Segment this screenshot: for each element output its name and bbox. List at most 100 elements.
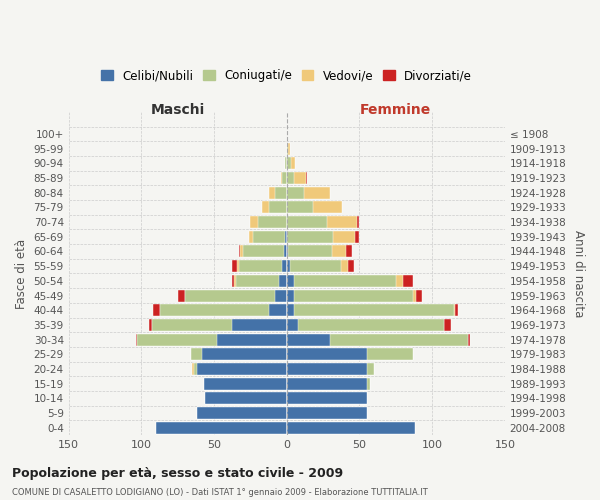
Bar: [153, 304, 287, 316]
Bar: [287, 172, 305, 184]
Bar: [287, 407, 367, 419]
Bar: [160, 304, 287, 316]
Bar: [149, 319, 287, 331]
Bar: [287, 319, 444, 331]
Bar: [287, 392, 367, 404]
Bar: [280, 275, 287, 287]
Bar: [287, 290, 294, 302]
Bar: [269, 304, 287, 316]
Bar: [197, 407, 287, 419]
Bar: [287, 378, 367, 390]
Bar: [253, 230, 287, 243]
Bar: [269, 186, 287, 198]
Bar: [262, 202, 287, 213]
Bar: [243, 246, 287, 258]
Bar: [287, 216, 356, 228]
Bar: [269, 202, 287, 213]
Bar: [281, 172, 287, 184]
Bar: [287, 142, 290, 154]
Bar: [156, 422, 287, 434]
Bar: [204, 378, 287, 390]
Bar: [287, 260, 290, 272]
Bar: [185, 290, 287, 302]
Bar: [287, 202, 342, 213]
Y-axis label: Fasce di età: Fasce di età: [15, 238, 28, 308]
Bar: [202, 348, 287, 360]
Bar: [240, 246, 287, 258]
Bar: [287, 186, 331, 198]
Bar: [217, 334, 287, 345]
Bar: [185, 290, 287, 302]
Bar: [238, 260, 287, 272]
Bar: [178, 290, 287, 302]
Bar: [287, 186, 331, 198]
Bar: [287, 290, 413, 302]
Bar: [197, 363, 287, 375]
Bar: [285, 158, 287, 170]
Bar: [287, 304, 454, 316]
Bar: [287, 142, 288, 154]
Legend: Celibi/Nubili, Coniugati/e, Vedovi/e, Divorziati/e: Celibi/Nubili, Coniugati/e, Vedovi/e, Di…: [101, 70, 472, 82]
Bar: [287, 158, 295, 170]
Bar: [137, 334, 287, 345]
Bar: [287, 158, 291, 170]
Bar: [287, 260, 348, 272]
Bar: [191, 348, 287, 360]
Bar: [204, 378, 287, 390]
Bar: [275, 290, 287, 302]
Bar: [197, 407, 287, 419]
Bar: [239, 246, 287, 258]
Y-axis label: Anni di nascita: Anni di nascita: [572, 230, 585, 317]
Bar: [249, 230, 287, 243]
Bar: [287, 290, 422, 302]
Bar: [281, 172, 287, 184]
Bar: [287, 230, 359, 243]
Bar: [287, 275, 413, 287]
Bar: [283, 260, 287, 272]
Bar: [232, 319, 287, 331]
Text: Popolazione per età, sesso e stato civile - 2009: Popolazione per età, sesso e stato civil…: [12, 468, 343, 480]
Bar: [287, 348, 413, 360]
Bar: [287, 363, 374, 375]
Bar: [287, 348, 413, 360]
Bar: [192, 363, 287, 375]
Bar: [287, 172, 294, 184]
Bar: [287, 348, 413, 360]
Bar: [287, 319, 444, 331]
Bar: [287, 202, 342, 213]
Bar: [287, 378, 370, 390]
Bar: [287, 334, 469, 345]
Bar: [287, 304, 294, 316]
Bar: [152, 319, 287, 331]
Bar: [287, 230, 333, 243]
Bar: [287, 348, 367, 360]
Bar: [287, 172, 307, 184]
Bar: [284, 246, 287, 258]
Bar: [232, 260, 287, 272]
Bar: [287, 142, 290, 154]
Bar: [285, 158, 287, 170]
Bar: [287, 422, 415, 434]
Bar: [287, 407, 367, 419]
Bar: [205, 392, 287, 404]
Bar: [287, 392, 367, 404]
Bar: [287, 378, 370, 390]
Bar: [192, 363, 287, 375]
Bar: [287, 422, 415, 434]
Bar: [137, 334, 287, 345]
Bar: [197, 407, 287, 419]
Bar: [287, 290, 416, 302]
Bar: [269, 186, 287, 198]
Bar: [204, 378, 287, 390]
Bar: [287, 392, 367, 404]
Bar: [275, 186, 287, 198]
Bar: [287, 422, 415, 434]
Bar: [156, 422, 287, 434]
Bar: [287, 275, 403, 287]
Bar: [287, 422, 415, 434]
Bar: [287, 246, 288, 258]
Bar: [249, 230, 287, 243]
Bar: [160, 304, 287, 316]
Bar: [250, 216, 287, 228]
Bar: [287, 186, 304, 198]
